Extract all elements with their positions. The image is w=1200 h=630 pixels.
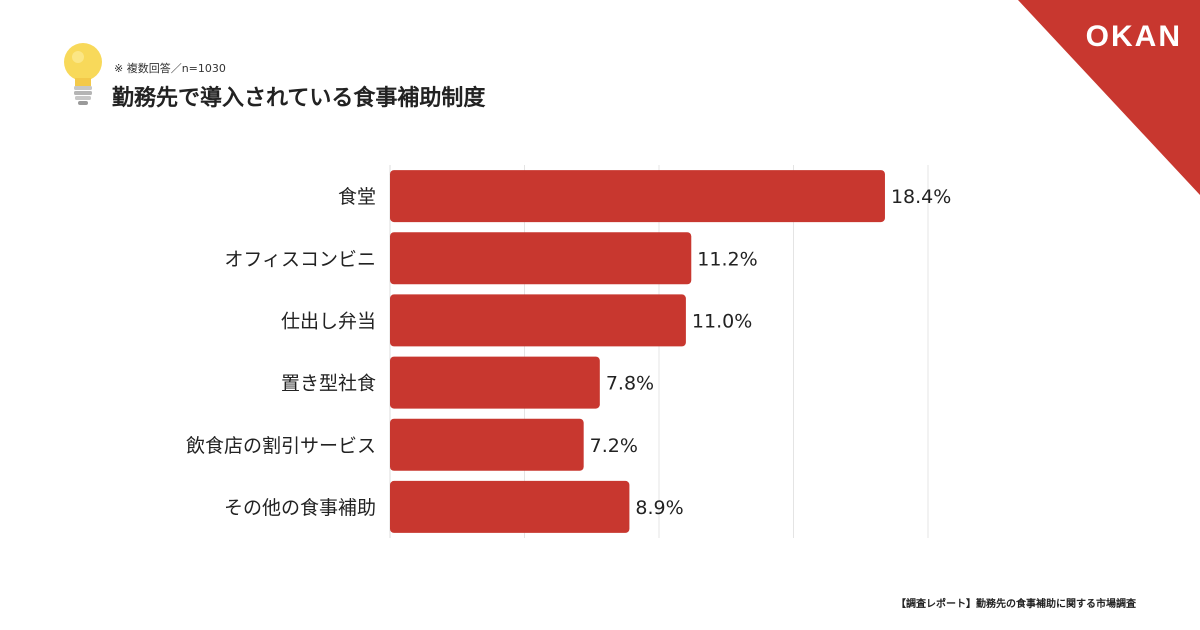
value-label-2: 11.0% xyxy=(692,310,752,332)
sample-note: ※ 複数回答／n=1030 xyxy=(114,62,226,75)
lightbulb-icon xyxy=(64,43,102,105)
bar-5 xyxy=(390,480,630,533)
label-layer: 食堂 18.4% オフィスコンビニ 11.2% 仕出し弁当 11.0% 置き型社食 7.8% 飲… xyxy=(186,186,951,519)
value-label-0: 18.4% xyxy=(891,186,951,208)
okan-logo: OKAN xyxy=(1085,20,1182,53)
bar-2 xyxy=(390,294,686,347)
grid-layer xyxy=(389,165,929,538)
bar-0 xyxy=(390,170,885,223)
value-label-1: 11.2% xyxy=(697,248,757,270)
chart-title: 勤務先で導入されている食事補助制度 xyxy=(112,86,486,111)
category-label-3: 置き型社食 xyxy=(281,373,376,395)
corner-triangle xyxy=(1018,0,1200,195)
value-label-3: 7.8% xyxy=(606,373,654,395)
category-label-1: オフィスコンビニ xyxy=(224,248,376,270)
category-label-5: その他の食事補助 xyxy=(224,497,376,519)
category-label-4: 飲食店の割引サービス xyxy=(186,435,376,457)
category-label-0: 食堂 xyxy=(338,186,376,208)
bar-layer xyxy=(390,170,885,533)
bar-3 xyxy=(390,356,600,409)
source-footer: 【調査レポート】勤務先の食事補助に関する市場調査 xyxy=(896,599,1136,610)
category-label-2: 仕出し弁当 xyxy=(281,310,376,332)
value-label-5: 8.9% xyxy=(635,497,683,519)
value-label-4: 7.2% xyxy=(590,435,638,457)
bar-4 xyxy=(390,418,584,471)
bar-1 xyxy=(390,232,692,285)
